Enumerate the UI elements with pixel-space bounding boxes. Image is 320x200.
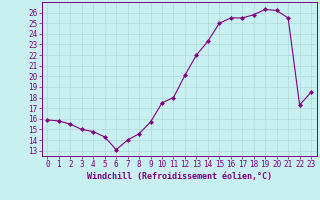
X-axis label: Windchill (Refroidissement éolien,°C): Windchill (Refroidissement éolien,°C) [87,172,272,181]
